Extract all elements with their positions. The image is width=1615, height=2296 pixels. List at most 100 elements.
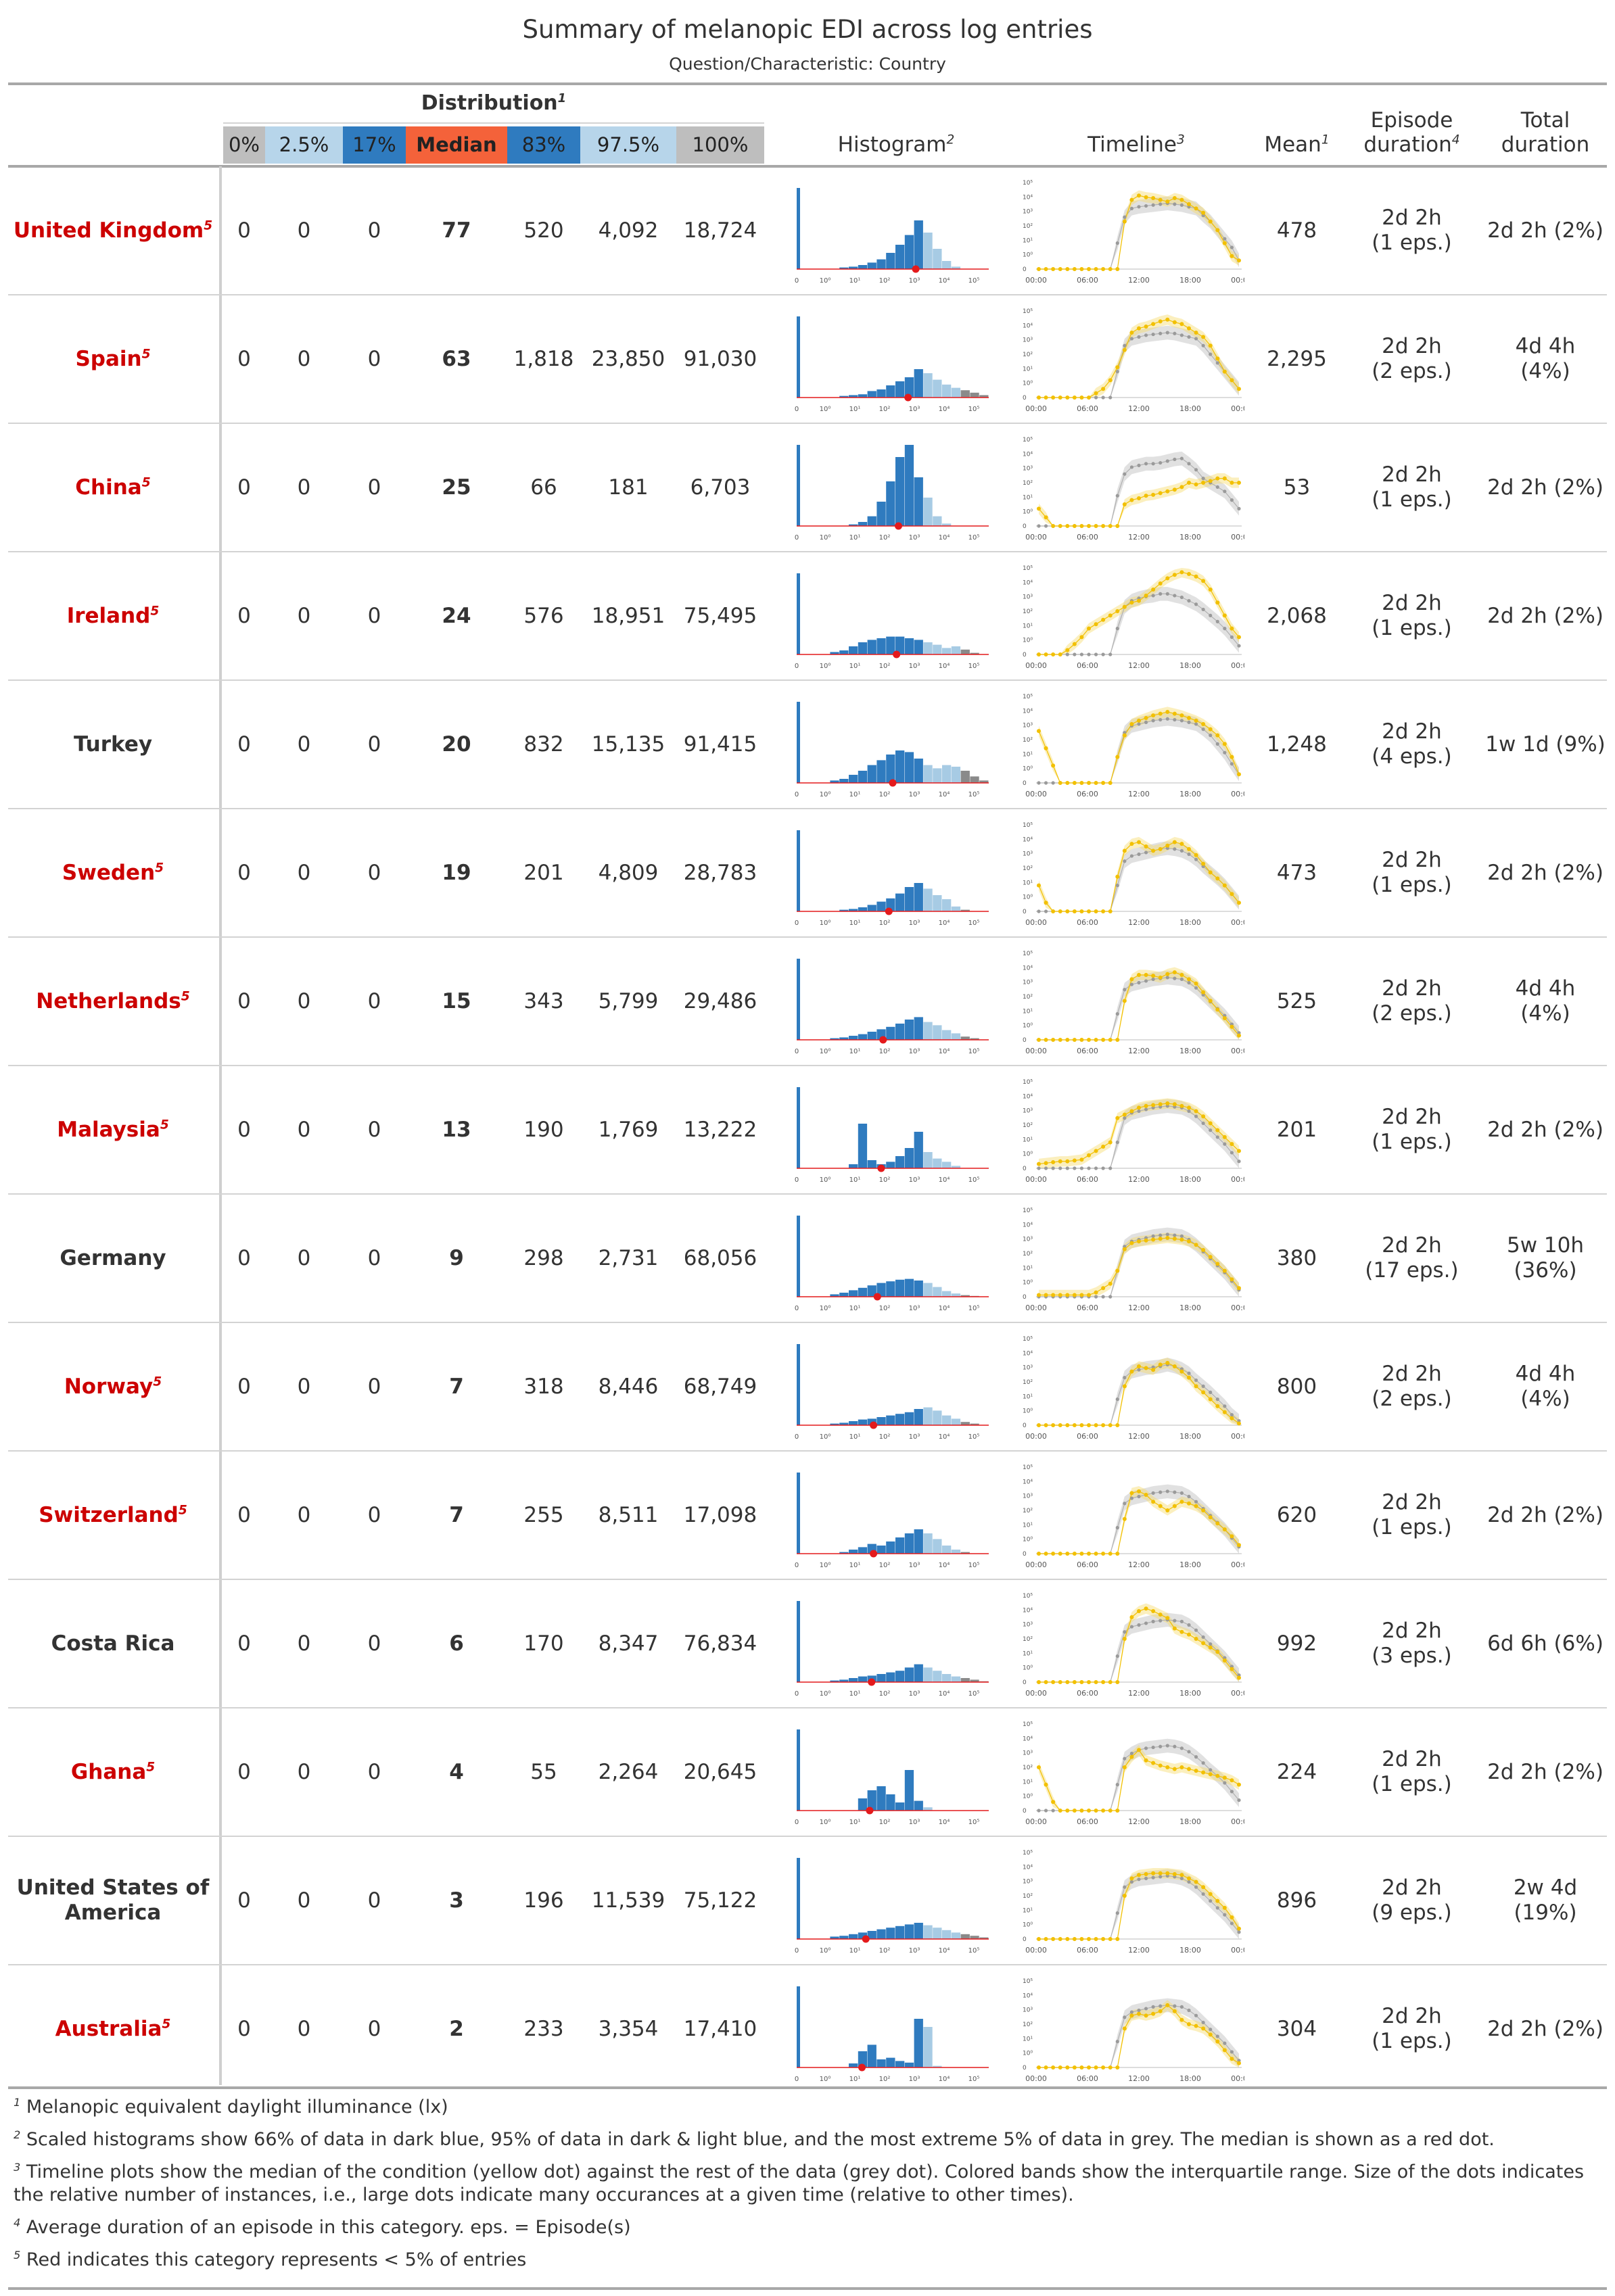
timeline-rest-dot	[1165, 1233, 1169, 1237]
histogram-bar	[914, 1664, 923, 1682]
timeline-condition-dot	[1194, 331, 1198, 335]
timeline-condition-dot	[1094, 781, 1098, 785]
histogram-zero-bar	[797, 1087, 800, 1168]
row-separator	[8, 1836, 1607, 1837]
timeline-condition-dot	[1222, 1527, 1227, 1532]
timeline-rest-dot	[1187, 2008, 1191, 2013]
timeline-x-tick: 06:00	[1077, 790, 1098, 798]
histogram-bar	[951, 266, 961, 269]
timeline-condition-dot	[1194, 574, 1198, 579]
histogram-tick-label: 0	[795, 1176, 799, 1184]
histogram-zero-bar	[797, 702, 800, 783]
timeline-condition-dot	[1129, 2013, 1134, 2018]
histogram-bar	[914, 477, 923, 526]
category-cell: Malaysia5	[8, 1066, 218, 1194]
histogram-bar	[876, 502, 886, 526]
category-label: Ghana5	[71, 1760, 155, 1785]
timeline-condition-dot	[1137, 598, 1141, 603]
timeline-rest-dot	[1187, 1371, 1191, 1375]
timeline-y-tick: 10²	[1023, 1508, 1033, 1514]
episode-duration-value: 2d 2h	[1382, 1362, 1442, 1386]
timeline-condition-dot	[1122, 2026, 1127, 2031]
histogram-bar	[876, 1929, 886, 1939]
timeline-condition-dot	[1108, 524, 1113, 528]
timeline-condition-dot	[1172, 1237, 1177, 1241]
timeline-rest-dot	[1223, 1913, 1227, 1917]
histogram-bar	[849, 1550, 858, 1554]
timeline-rest-dot	[1129, 337, 1134, 341]
timeline-condition-dot	[1158, 1504, 1163, 1508]
timeline-condition-dot	[1137, 1748, 1141, 1752]
histogram-tick-label: 10²	[879, 534, 891, 542]
total-duration-value: 2d 2h (2%)	[1487, 860, 1604, 885]
total-duration-value: 4d 4h	[1515, 976, 1576, 1001]
timeline-rest-dot	[1179, 1491, 1184, 1495]
histogram-tick-label: 10³	[909, 1305, 920, 1312]
median-cell: 7	[449, 1374, 464, 1399]
timeline-condition-dot	[1230, 1024, 1234, 1029]
timeline-condition-dot	[1187, 1501, 1191, 1506]
timeline-rest-dot	[1237, 644, 1241, 648]
total-duration-cell: 2d 2h (2%)	[1481, 1965, 1610, 2093]
timeline-rest-dot	[1087, 1166, 1091, 1170]
q2-5-cell: 0	[297, 989, 311, 1013]
row-separator	[8, 1707, 1607, 1708]
q83-cell: 576	[523, 604, 564, 628]
q2-5-cell: 0	[297, 1246, 311, 1270]
timeline-condition-dot	[1158, 1612, 1163, 1617]
timeline-rest-dot	[1115, 1783, 1119, 1787]
timeline-condition-dot	[1187, 202, 1191, 206]
timeline-condition-dot	[1108, 1038, 1113, 1042]
timeline-condition-dot	[1194, 1243, 1198, 1247]
q83-cell: 170	[523, 1631, 564, 1656]
timeline-y-tick: 10⁵	[1023, 308, 1033, 315]
timeline-condition-dot	[1137, 840, 1141, 844]
histogram-bar	[904, 752, 914, 783]
timeline-y-tick: 10²	[1023, 1251, 1033, 1258]
timeline-condition-dot	[1172, 1364, 1177, 1368]
histogram-bar	[960, 1552, 970, 1554]
row-separator	[8, 936, 1607, 938]
histogram-bar	[960, 1678, 970, 1682]
q17-cell: 0	[367, 1503, 381, 1527]
timeline-condition-dot	[1122, 1112, 1127, 1117]
timeline-condition-dot	[1158, 319, 1163, 324]
total-duration-value: 2d 2h (2%)	[1487, 1502, 1604, 1527]
histogram-bar	[933, 379, 942, 398]
timeline-y-tick: 10⁰	[1023, 1151, 1033, 1158]
timeline-condition-line	[1038, 1749, 1240, 1811]
timeline-condition-dot	[1208, 1645, 1213, 1650]
timeline-condition-dot	[1072, 1038, 1077, 1042]
total-duration-percent: (19%)	[1514, 1900, 1577, 1925]
histogram-bar	[858, 1124, 868, 1168]
histogram-tick-label: 0	[795, 534, 799, 542]
histogram-tick-label: 10⁰	[820, 1433, 831, 1441]
timeline-rest-dot	[1137, 205, 1141, 209]
timeline-rest-dot	[1173, 202, 1177, 206]
median-cell: 3	[449, 1888, 464, 1913]
timeline-y-tick: 10³	[1023, 1108, 1033, 1115]
histogram-bar	[960, 649, 970, 654]
timeline-condition-dot	[1101, 1552, 1106, 1556]
timeline-condition-dot	[1129, 1491, 1134, 1496]
timeline-condition-band	[1039, 314, 1239, 398]
q97-5-cell: 4,809	[598, 861, 659, 885]
timeline-rest-dot	[1137, 2008, 1141, 2013]
timeline-condition-dot	[1122, 348, 1127, 352]
histogram-bar	[895, 381, 905, 398]
histogram-median-dot	[879, 1036, 887, 1044]
timeline-condition-dot	[1058, 781, 1062, 785]
timeline-rest-band	[1039, 196, 1239, 269]
timeline-x-tick: 06:00	[1077, 918, 1098, 927]
timeline-condition-dot	[1058, 1680, 1062, 1684]
timeline-rest-dot	[1129, 1751, 1134, 1756]
timeline-condition-dot	[1122, 1637, 1127, 1641]
timeline-condition-dot	[1144, 973, 1148, 977]
timeline-y-tick: 10²	[1023, 737, 1033, 744]
total-duration-cell: 2d 2h (2%)	[1481, 1708, 1610, 1836]
category-cell: United States of America	[8, 1836, 218, 1965]
timeline-condition-dot	[1051, 1038, 1056, 1042]
histogram-tick-label: 10²	[879, 919, 891, 927]
timeline-condition-dot	[1051, 2065, 1056, 2070]
